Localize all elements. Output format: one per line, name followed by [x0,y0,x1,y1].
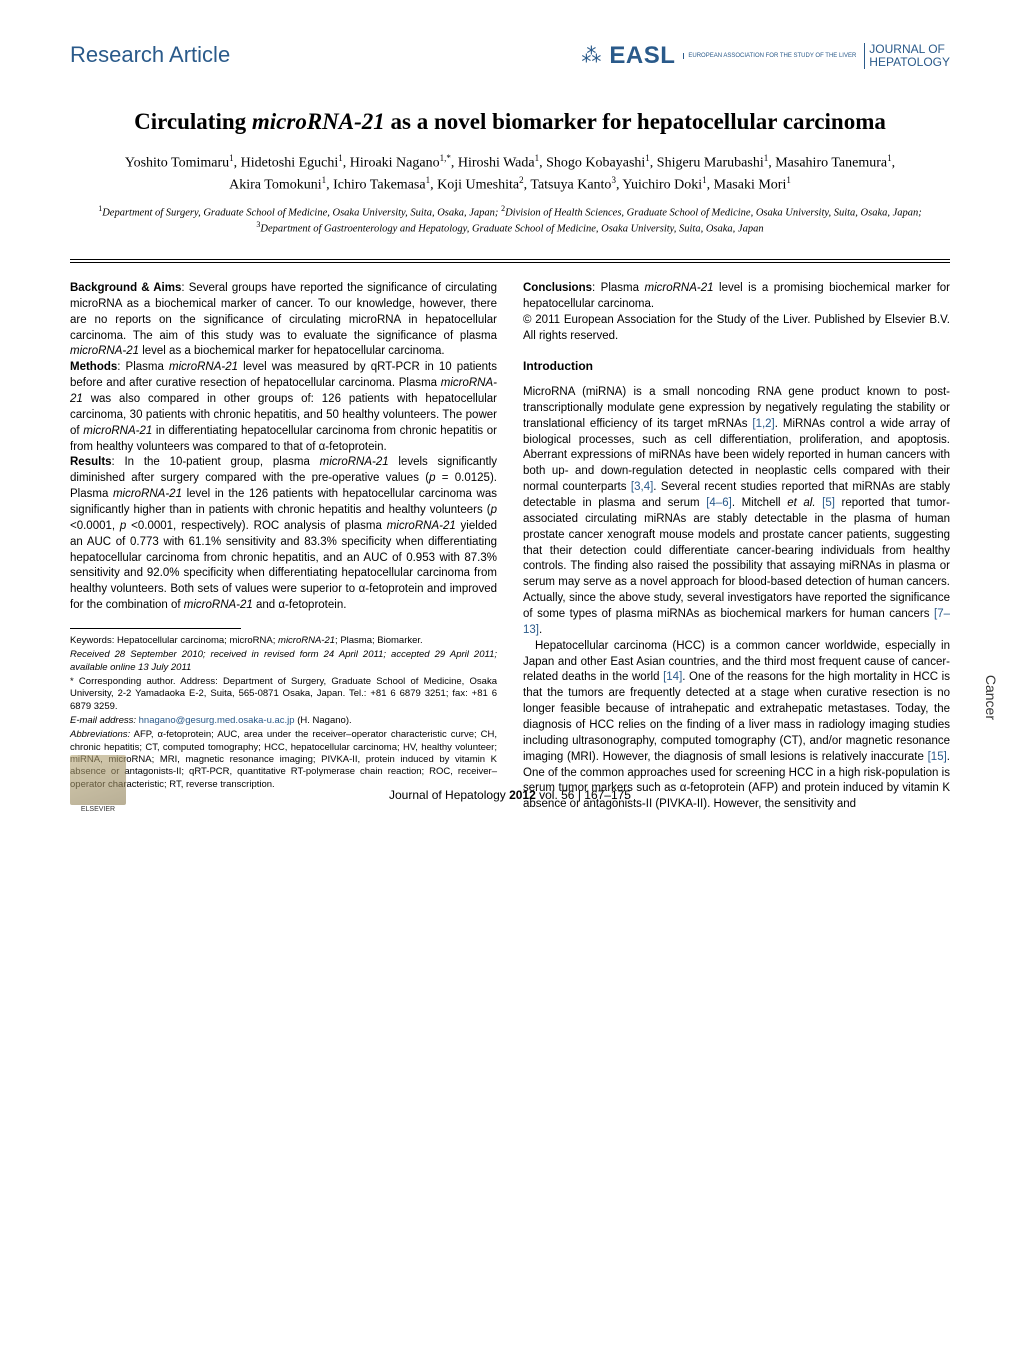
header: Research Article ⁂ EASL EUROPEAN ASSOCIA… [70,40,950,72]
intro-p1: MicroRNA (miRNA) is a small noncoding RN… [523,385,950,639]
conclusions-label: Conclusions [523,282,592,294]
abstract-background: Background & Aims: Several groups have r… [70,281,497,360]
abstract-methods: Methods: Plasma microRNA-21 level was me… [70,360,497,455]
logo-journal: JOURNAL OF HEPATOLOGY [864,43,950,69]
footer-journal: Journal of Hepatology [389,788,509,802]
journal-logo: ⁂ EASL EUROPEAN ASSOCIATION FOR THE STUD… [581,40,950,72]
results-text: : In the 10-patient group, plasma microR… [70,456,497,611]
methods-label: Methods [70,361,117,373]
footnotes: Keywords: Hepatocellular carcinoma; micr… [70,635,497,791]
methods-text: : Plasma microRNA-21 level was measured … [70,361,497,452]
footer-vol: vol. 56 [536,788,578,802]
rule-thick [70,259,950,260]
logo-journal-line1: JOURNAL OF [869,42,945,56]
background-label: Background & Aims [70,282,181,294]
logo-journal-line2: HEPATOLOGY [869,55,950,69]
footnote-email: E-mail address: hnagano@gesurg.med.osaka… [70,715,497,727]
left-column: Background & Aims: Several groups have r… [70,281,497,813]
footnote-keywords: Keywords: Hepatocellular carcinoma; micr… [70,635,497,647]
footer-citation: Journal of Hepatology 2012 vol. 56 | 167… [0,787,1020,803]
results-label: Results [70,456,112,468]
footnote-received: Received 28 September 2010; received in … [70,649,497,674]
section-label: Research Article [70,40,230,70]
logo-dots-icon: ⁂ [581,43,601,70]
affiliations: 1Department of Surgery, Graduate School … [90,204,930,237]
footnote-abbrev: Abbreviations: AFP, α-fetoprotein; AUC, … [70,729,497,791]
footnote-corresponding: * Corresponding author. Address: Departm… [70,676,497,713]
title-italic: microRNA-21 [252,109,385,134]
authors: Yoshito Tomimaru1, Hidetoshi Eguchi1, Hi… [110,152,910,195]
title-block: Circulating microRNA-21 as a novel bioma… [70,107,950,137]
footer-pages: | 167–175 [578,788,631,802]
abstract-conclusions: Conclusions: Plasma microRNA-21 level is… [523,281,950,313]
elsevier-text: ELSEVIER [70,805,126,814]
copyright: © 2011 European Association for the Stud… [523,313,950,345]
right-column: Conclusions: Plasma microRNA-21 level is… [523,281,950,813]
intro-heading: Introduction [523,358,950,375]
abstract-results: Results: In the 10-patient group, plasma… [70,455,497,614]
logo-assoc: EUROPEAN ASSOCIATION FOR THE STUDY OF TH… [683,53,856,59]
footer-year: 2012 [509,788,536,802]
side-label: Cancer [981,675,1000,720]
rule-thin [70,262,950,263]
title-pre: Circulating [134,109,252,134]
logo-easl: EASL [609,40,675,72]
title-post: as a novel biomarker for hepatocellular … [385,109,886,134]
footnote-rule [70,628,241,629]
article-title: Circulating microRNA-21 as a novel bioma… [70,107,950,137]
two-column-body: Background & Aims: Several groups have r… [70,281,950,813]
